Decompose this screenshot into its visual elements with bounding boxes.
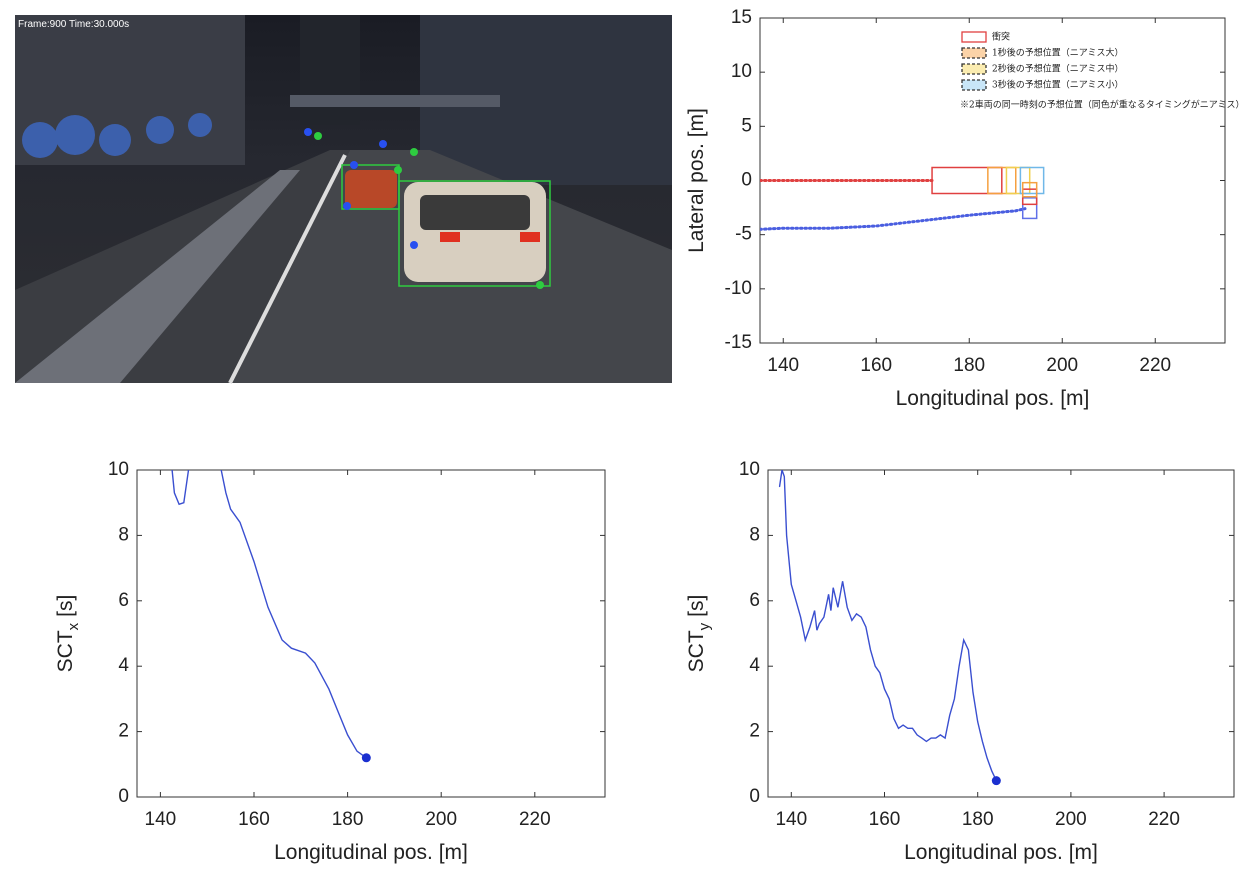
legend-label: 3秒後の予想位置（ニアミス小） [992, 79, 1124, 91]
legend-note: ※2車両の同一時刻の予想位置（同色が重なるタイミングがニアミス） [960, 99, 1239, 111]
y-axis-label-subscript: y [696, 622, 713, 630]
y-tick-label: -5 [735, 224, 752, 245]
y-tick-label: -10 [725, 278, 752, 299]
x-tick-label: 220 [519, 809, 551, 830]
legend-swatch [962, 32, 986, 42]
x-tick-label: 160 [869, 809, 901, 830]
x-tick-label: 220 [1139, 355, 1171, 376]
frame-caption: Frame:900 Time:30.000s [18, 19, 129, 30]
chart: 140 160 180 200 220 0 2 4 6 8 10 Longitudinal pos. … [685, 459, 1234, 864]
y-axis-label-main: SCT [54, 630, 77, 672]
y-tick-label: 5 [741, 115, 752, 136]
x-tick-label: 200 [1046, 355, 1078, 376]
end-marker [362, 753, 371, 762]
y-tick-label: 0 [749, 786, 760, 807]
y-tick-label: 10 [108, 459, 129, 480]
chart: 140 160 180 200 220 -15 -10 -5 0 5 10 15 Longitudina… [685, 7, 1239, 410]
y-tick-label: -15 [725, 332, 752, 353]
x-axis-label: Longitudinal pos. [m] [896, 387, 1090, 410]
y-tick-label: 0 [741, 170, 752, 191]
y-axis-label-main: SCT [685, 630, 708, 672]
camera-frame: Frame:900 Time:30.000s [15, 15, 672, 383]
y-axis-label-subscript: x [65, 622, 82, 630]
x-tick-label: 220 [1148, 809, 1180, 830]
x-tick-label: 140 [775, 809, 807, 830]
y-tick-label: 15 [731, 7, 752, 28]
y-tick-label: 4 [749, 655, 760, 676]
legend-label: 衝突 [992, 31, 1010, 43]
y-tick-label: 6 [749, 590, 760, 611]
legend-swatch [962, 64, 986, 74]
end-marker [992, 776, 1001, 785]
x-tick-label: 140 [145, 809, 177, 830]
x-tick-label: 200 [1055, 809, 1087, 830]
legend-label: 2秒後の予想位置（ニアミス中） [992, 63, 1124, 75]
y-tick-label: 2 [749, 721, 760, 742]
y-axis-label-unit: [s] [685, 595, 708, 617]
y-tick-label: 8 [749, 524, 760, 545]
chart: 140 160 180 200 220 0 2 4 6 8 10 Longitudinal pos. … [54, 459, 605, 864]
x-tick-label: 200 [425, 809, 457, 830]
x-tick-label: 160 [860, 355, 892, 376]
x-tick-label: 140 [767, 355, 799, 376]
x-tick-label: 180 [962, 809, 994, 830]
x-tick-label: 180 [953, 355, 985, 376]
y-axis-label: Lateral pos. [m] [685, 108, 708, 253]
y-tick-label: 10 [739, 459, 760, 480]
plot-frame [137, 470, 605, 797]
legend-swatch [962, 80, 986, 90]
y-tick-label: 2 [118, 721, 129, 742]
y-tick-label: 8 [118, 524, 129, 545]
x-axis-label: Longitudinal pos. [m] [274, 841, 468, 864]
x-axis-label: Longitudinal pos. [m] [904, 841, 1098, 864]
y-tick-label: 6 [118, 590, 129, 611]
x-tick-label: 180 [332, 809, 364, 830]
y-tick-label: 10 [731, 61, 752, 82]
y-axis-label-unit: [s] [54, 595, 77, 617]
x-tick-label: 160 [238, 809, 270, 830]
y-axis-label: SCTy [s] [685, 595, 713, 673]
legend-label: 1秒後の予想位置（ニアミス大） [992, 47, 1124, 59]
y-tick-label: 0 [118, 786, 129, 807]
figure: Frame:900 Time:30.000s 140160180200220-1… [0, 0, 1239, 870]
y-tick-label: 4 [118, 655, 129, 676]
plot-frame [768, 470, 1234, 797]
y-axis-label: SCTx [s] [54, 595, 82, 673]
legend-swatch [962, 48, 986, 58]
